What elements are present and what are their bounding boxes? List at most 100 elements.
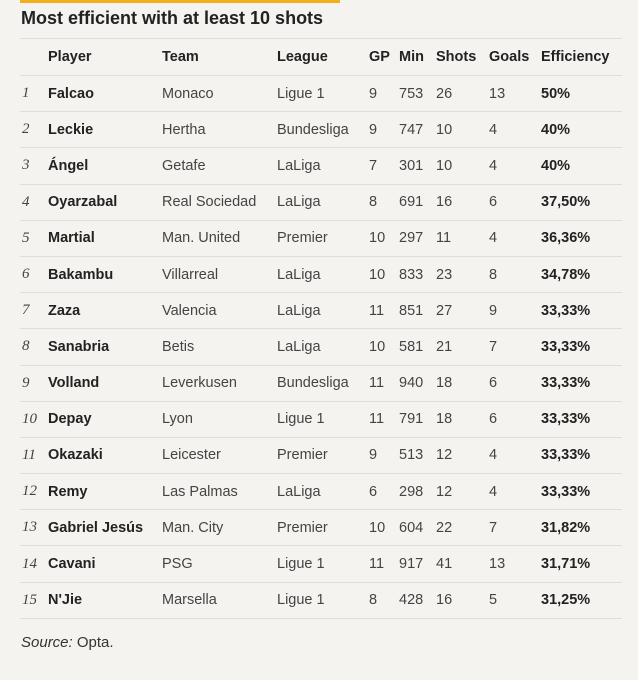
cell-efficiency: 33,33% (541, 365, 622, 402)
cell-player: Falcao (48, 75, 162, 113)
cell-gp: 8 (369, 184, 399, 221)
cell-league: Ligue 1 (277, 545, 369, 583)
cell-goals: 9 (489, 292, 541, 330)
cell-efficiency: 31,71% (541, 545, 622, 583)
cell-shots: 41 (436, 545, 489, 583)
cell-team: Villarreal (162, 256, 277, 294)
cell-shots: 12 (436, 437, 489, 475)
cell-rank: 15 (20, 582, 48, 619)
cell-league: LaLiga (277, 473, 369, 511)
cell-rank: 1 (20, 75, 48, 113)
cell-min: 428 (399, 582, 436, 619)
cell-team: Man. City (162, 509, 277, 547)
cell-rank: 5 (20, 220, 48, 257)
cell-goals: 13 (489, 545, 541, 583)
cell-efficiency: 50% (541, 75, 622, 113)
cell-league: LaLiga (277, 256, 369, 294)
cell-shots: 10 (436, 111, 489, 149)
cell-goals: 4 (489, 147, 541, 185)
cell-player: Bakambu (48, 256, 162, 294)
cell-gp: 10 (369, 220, 399, 257)
table-row: 5 Martial Man. United Premier 10 297 11 4 36,36% (20, 220, 622, 257)
table-row: 1 Falcao Monaco Ligue 1 9 753 26 13 50% (20, 75, 622, 113)
cell-gp: 9 (369, 75, 399, 113)
cell-team: Hertha (162, 111, 277, 149)
cell-min: 301 (399, 147, 436, 185)
table-row: 6 Bakambu Villarreal LaLiga 10 833 23 8 34,78% (20, 256, 622, 294)
cell-efficiency: 33,33% (541, 401, 622, 438)
table-row: 2 Leckie Hertha Bundesliga 9 747 10 4 40% (20, 111, 622, 149)
cell-min: 297 (399, 220, 436, 257)
cell-player: Cavani (48, 545, 162, 583)
cell-league: Ligue 1 (277, 401, 369, 438)
cell-min: 298 (399, 473, 436, 511)
cell-team: Marsella (162, 582, 277, 619)
cell-rank: 13 (20, 509, 48, 547)
cell-min: 833 (399, 256, 436, 294)
cell-player: Volland (48, 365, 162, 402)
cell-min: 513 (399, 437, 436, 475)
column-header-rank (20, 38, 48, 76)
cell-rank: 9 (20, 365, 48, 402)
cell-league: LaLiga (277, 184, 369, 221)
cell-gp: 11 (369, 292, 399, 330)
cell-rank: 4 (20, 184, 48, 221)
cell-team: Leicester (162, 437, 277, 475)
cell-efficiency: 36,36% (541, 220, 622, 257)
cell-league: Premier (277, 437, 369, 475)
cell-goals: 4 (489, 111, 541, 149)
cell-shots: 16 (436, 184, 489, 221)
cell-league: LaLiga (277, 292, 369, 330)
source-label: Source: (21, 634, 73, 651)
table-row: 4 Oyarzabal Real Sociedad LaLiga 8 691 16 6 37,5… (20, 184, 622, 221)
cell-min: 851 (399, 292, 436, 330)
cell-rank: 14 (20, 545, 48, 583)
column-header-team: Team (162, 38, 277, 76)
cell-league: Premier (277, 509, 369, 547)
efficiency-table: Player Team League GP Min Shots Goals Ef… (20, 38, 622, 619)
cell-goals: 7 (489, 328, 541, 366)
cell-gp: 11 (369, 545, 399, 583)
cell-efficiency: 33,33% (541, 473, 622, 511)
cell-min: 917 (399, 545, 436, 583)
table-row: 14 Cavani PSG Ligue 1 11 917 41 13 31,71% (20, 545, 622, 583)
header-row: Player Team League GP Min Shots Goals Ef… (20, 38, 622, 76)
cell-team: PSG (162, 545, 277, 583)
cell-team: Getafe (162, 147, 277, 185)
cell-efficiency: 31,25% (541, 582, 622, 619)
column-header-shots: Shots (436, 38, 489, 76)
cell-shots: 12 (436, 473, 489, 511)
cell-min: 791 (399, 401, 436, 438)
cell-team: Real Sociedad (162, 184, 277, 221)
cell-min: 581 (399, 328, 436, 366)
cell-team: Valencia (162, 292, 277, 330)
cell-min: 753 (399, 75, 436, 113)
cell-shots: 26 (436, 75, 489, 113)
cell-rank: 10 (20, 401, 48, 438)
cell-player: Martial (48, 220, 162, 257)
cell-rank: 8 (20, 328, 48, 366)
table-row: 7 Zaza Valencia LaLiga 11 851 27 9 33,33% (20, 292, 622, 330)
cell-shots: 27 (436, 292, 489, 330)
cell-gp: 11 (369, 365, 399, 402)
cell-min: 604 (399, 509, 436, 547)
cell-goals: 8 (489, 256, 541, 294)
cell-league: Ligue 1 (277, 75, 369, 113)
cell-player: N'Jie (48, 582, 162, 619)
cell-goals: 13 (489, 75, 541, 113)
cell-gp: 9 (369, 437, 399, 475)
cell-player: Depay (48, 401, 162, 438)
cell-goals: 4 (489, 220, 541, 257)
cell-league: Premier (277, 220, 369, 257)
cell-rank: 12 (20, 473, 48, 511)
cell-shots: 18 (436, 365, 489, 402)
table-row: 15 N'Jie Marsella Ligue 1 8 428 16 5 31,25% (20, 582, 622, 619)
cell-player: Remy (48, 473, 162, 511)
cell-goals: 6 (489, 184, 541, 221)
source-value: Opta. (76, 634, 114, 651)
table-row: 11 Okazaki Leicester Premier 9 513 12 4 33,33% (20, 437, 622, 475)
cell-team: Leverkusen (162, 365, 277, 402)
cell-player: Gabriel Jesús (48, 509, 162, 547)
cell-goals: 6 (489, 401, 541, 438)
cell-gp: 10 (369, 509, 399, 547)
